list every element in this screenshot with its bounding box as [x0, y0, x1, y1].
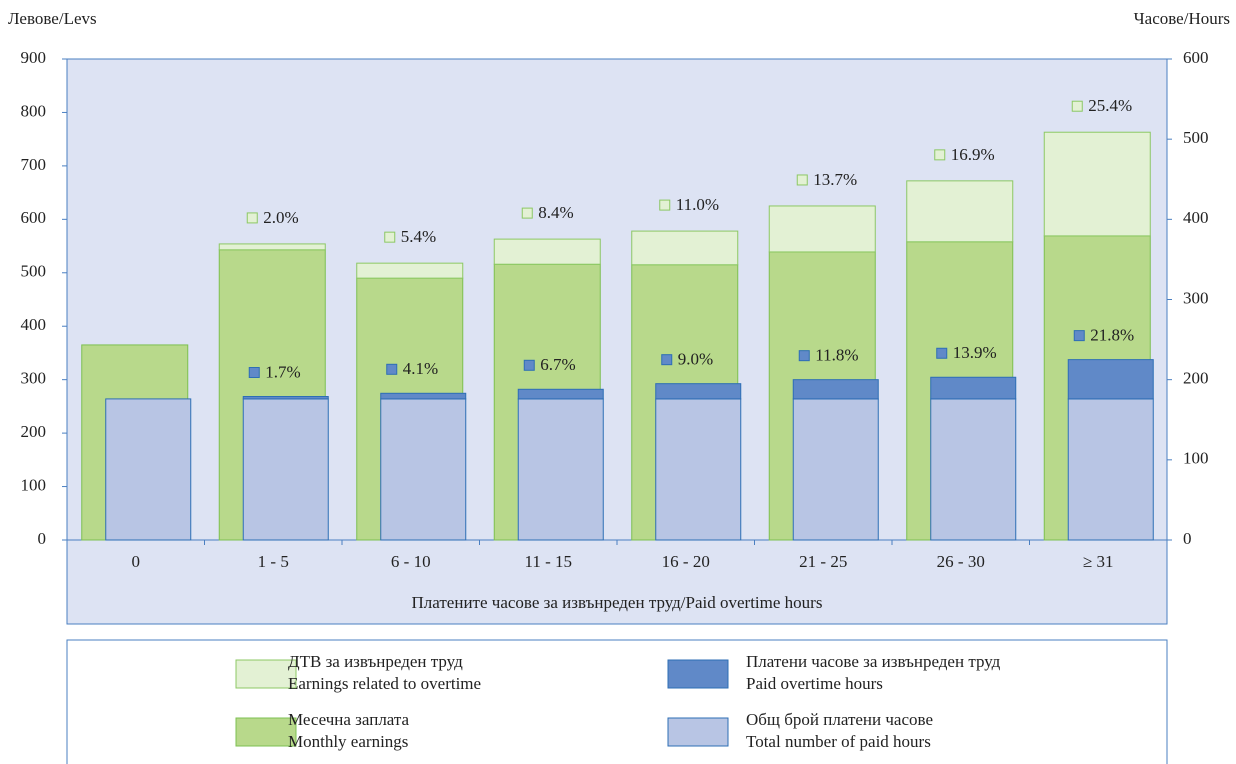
share-marker [936, 347, 948, 359]
share-marker [661, 354, 673, 366]
share-label: 11.8% [815, 346, 858, 365]
y2-tick-label: 400 [1183, 208, 1209, 227]
earnings-bar [356, 262, 464, 279]
x-tick-label: 21 - 25 [799, 552, 847, 571]
hours-bar [242, 398, 329, 541]
legend-label-en: Paid overtime hours [746, 674, 883, 693]
x-axis-title: Платените часове за извънреден труд/Paid… [412, 593, 823, 612]
hours-bar [105, 398, 192, 541]
y-tick-label: 400 [21, 315, 47, 334]
share-label: 2.0% [263, 208, 298, 227]
legend-swatch [235, 659, 297, 689]
share-marker [523, 359, 535, 371]
share-label: 4.1% [403, 359, 438, 378]
y2-tick-label: 200 [1183, 369, 1209, 388]
earnings-bar [493, 238, 601, 265]
x-tick-label: 26 - 30 [937, 552, 985, 571]
y-tick-label: 800 [21, 101, 47, 120]
hours-bar [655, 383, 742, 400]
share-label: 16.9% [951, 145, 995, 164]
share-marker [1073, 330, 1085, 342]
share-label: 9.0% [678, 350, 713, 369]
legend-swatch [235, 717, 297, 747]
y-tick-label: 600 [21, 208, 47, 227]
earnings-bar [906, 180, 1014, 243]
y2-tick-label: 300 [1183, 288, 1209, 307]
y-tick-label: 900 [21, 48, 47, 67]
share-marker [659, 199, 671, 211]
share-marker [798, 350, 810, 362]
legend-swatch [667, 659, 729, 689]
earnings-bar [218, 243, 326, 251]
share-marker [248, 367, 260, 379]
share-marker [386, 363, 398, 375]
hours-bar [242, 396, 329, 400]
legend-swatch [667, 717, 729, 747]
x-tick-label: 6 - 10 [391, 552, 431, 571]
share-label: 13.9% [953, 343, 997, 362]
share-marker [521, 207, 533, 219]
earnings-bar [768, 205, 876, 253]
share-marker [796, 174, 808, 186]
x-tick-label: 1 - 5 [258, 552, 289, 571]
legend-label-en: Monthly earnings [288, 732, 408, 751]
y2-axis-title: Часове/Hours [1134, 9, 1230, 28]
y-tick-label: 100 [21, 475, 47, 494]
y-tick-label: 300 [21, 369, 47, 388]
legend-label: Платени часове за извънреден труд [746, 652, 1001, 671]
share-marker [384, 231, 396, 243]
legend-label: Общ брой платени часове [746, 710, 933, 729]
x-tick-label: 16 - 20 [662, 552, 710, 571]
legend-frame [66, 639, 1168, 764]
hours-bar [380, 398, 467, 541]
x-tick-label: 0 [132, 552, 141, 571]
y2-tick-label: 500 [1183, 128, 1209, 147]
y-axis-title: Левове/Levs [8, 9, 97, 28]
hours-bar [517, 388, 604, 400]
y2-tick-label: 600 [1183, 48, 1209, 67]
share-label: 21.8% [1090, 326, 1134, 345]
legend-label-en: Total number of paid hours [746, 732, 931, 751]
earnings-bar [1043, 131, 1151, 237]
hours-bar [792, 398, 879, 541]
share-label: 25.4% [1088, 96, 1132, 115]
legend-label: ДТВ за извънреден труд [288, 652, 463, 671]
x-tick-label: 11 - 15 [524, 552, 572, 571]
share-marker [934, 149, 946, 161]
x-tick-label: ≥ 31 [1083, 552, 1114, 571]
hours-bar [380, 392, 467, 400]
share-marker [246, 212, 258, 224]
hours-bar [930, 398, 1017, 541]
share-label: 1.7% [265, 362, 300, 381]
y2-tick-label: 100 [1183, 449, 1209, 468]
y-tick-label: 0 [38, 529, 47, 548]
y-tick-label: 200 [21, 422, 47, 441]
hours-bar [930, 376, 1017, 400]
share-label: 6.7% [540, 355, 575, 374]
y-tick-label: 500 [21, 262, 47, 281]
hours-bar [655, 398, 742, 541]
share-label: 13.7% [813, 170, 857, 189]
legend-label: Месечна заплата [288, 710, 410, 729]
hours-bar [1067, 398, 1154, 541]
hours-bar [792, 379, 879, 400]
legend-label-en: Earnings related to overtime [288, 674, 481, 693]
earnings-bar [631, 230, 739, 266]
share-label: 5.4% [401, 227, 436, 246]
share-label: 11.0% [676, 195, 719, 214]
hours-bar [1067, 359, 1154, 400]
y2-tick-label: 0 [1183, 529, 1192, 548]
share-label: 8.4% [538, 203, 573, 222]
y-tick-label: 700 [21, 155, 47, 174]
hours-bar [517, 398, 604, 541]
share-marker [1071, 100, 1083, 112]
